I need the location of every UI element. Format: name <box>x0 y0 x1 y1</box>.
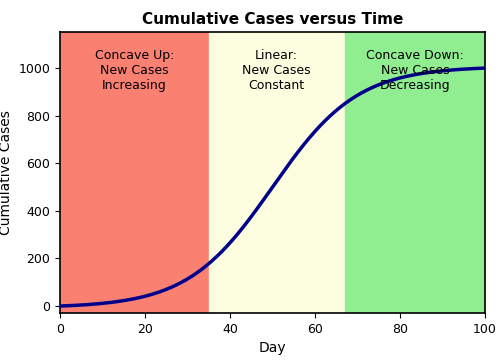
Y-axis label: Cumulative Cases: Cumulative Cases <box>0 111 13 235</box>
Title: Cumulative Cases versus Time: Cumulative Cases versus Time <box>142 12 403 27</box>
Text: Concave Down:
New Cases
Decreasing: Concave Down: New Cases Decreasing <box>366 49 464 92</box>
Bar <box>60 32 209 313</box>
Bar <box>345 32 485 313</box>
Bar <box>209 32 345 313</box>
X-axis label: Day: Day <box>258 342 286 355</box>
Text: Concave Up:
New Cases
Increasing: Concave Up: New Cases Increasing <box>94 49 174 92</box>
Text: Linear:
New Cases
Constant: Linear: New Cases Constant <box>242 49 311 92</box>
